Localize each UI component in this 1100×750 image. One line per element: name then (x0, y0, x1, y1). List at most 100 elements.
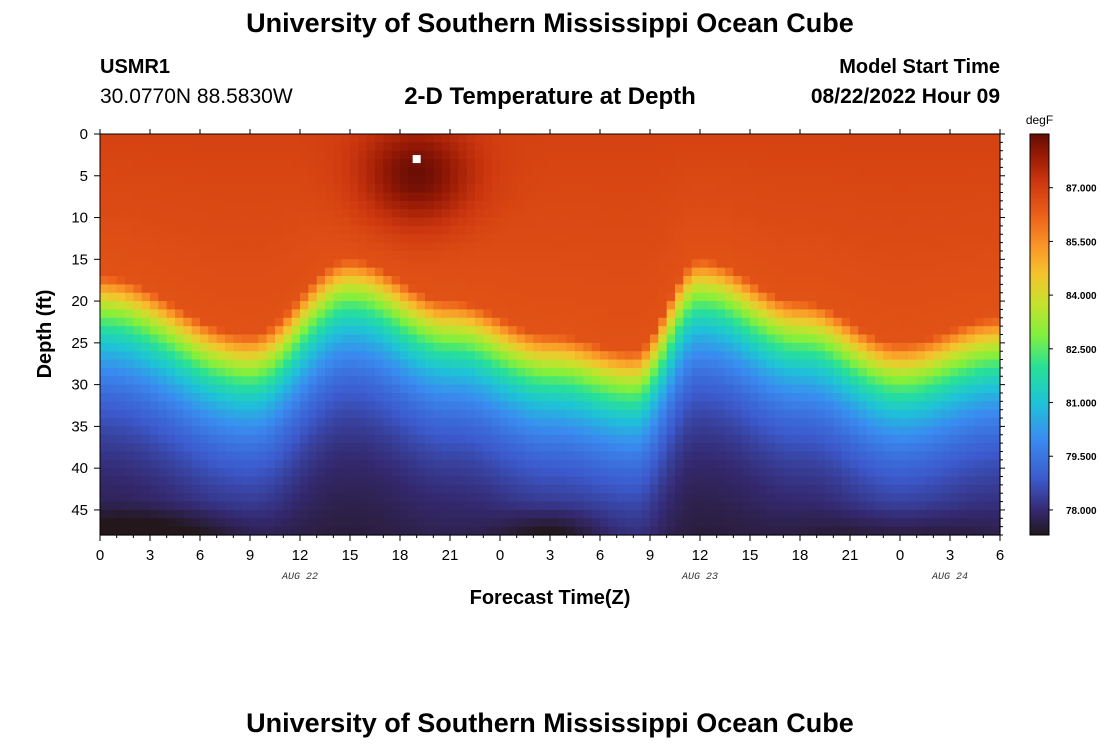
heatmap-cell (733, 184, 743, 194)
heatmap-cell (500, 242, 509, 252)
heatmap-cell (808, 459, 818, 469)
heatmap-cell (158, 284, 168, 294)
heatmap-cell (766, 376, 776, 386)
heatmap-cell (316, 150, 326, 160)
heatmap-cell (316, 167, 326, 177)
heatmap-cell (925, 476, 934, 486)
heatmap-cell (300, 301, 309, 311)
heatmap-cell (516, 267, 526, 277)
heatmap-cell (850, 200, 859, 210)
heatmap-cell (866, 317, 876, 327)
heatmap-cell (608, 250, 618, 260)
heatmap-cell (375, 342, 384, 352)
heatmap-cell (458, 217, 468, 227)
heatmap-cell (325, 518, 334, 528)
heatmap-cell (191, 468, 201, 478)
heatmap-cell (700, 134, 709, 143)
heatmap-cell (650, 301, 659, 311)
heatmap-cell (416, 326, 426, 336)
heatmap-cell (900, 134, 909, 143)
heatmap-cell (958, 459, 968, 469)
heatmap-cell (616, 426, 626, 436)
heatmap-cell (358, 292, 368, 302)
heatmap-cell (825, 376, 834, 386)
heatmap-cell (333, 359, 343, 369)
heatmap-cell (516, 167, 526, 177)
heatmap-cell (608, 150, 618, 160)
heatmap-cell (158, 518, 168, 528)
heatmap-cell (325, 134, 334, 143)
heatmap-cell (741, 334, 751, 344)
heatmap-cell (658, 384, 668, 394)
heatmap-cell (266, 142, 276, 152)
heatmap-cell (316, 509, 326, 519)
heatmap-cell (741, 509, 751, 519)
heatmap-cell (108, 209, 118, 219)
heatmap-cell (641, 351, 651, 361)
heatmap-cell (891, 392, 901, 402)
heatmap-cell (141, 192, 151, 202)
heatmap-cell (300, 276, 309, 285)
heatmap-cell (858, 200, 868, 210)
heatmap-cell (900, 250, 909, 260)
heatmap-cell (925, 451, 934, 461)
heatmap-cell (891, 384, 901, 394)
heatmap-cell (775, 409, 784, 419)
heatmap-cell (675, 484, 684, 494)
heatmap-cell (358, 459, 368, 469)
heatmap-cell (591, 367, 601, 377)
heatmap-cell (158, 468, 168, 478)
heatmap-cell (108, 401, 118, 411)
heatmap-cell (425, 518, 434, 528)
heatmap-cell (341, 284, 351, 294)
heatmap-cell (308, 409, 318, 419)
heatmap-cell (408, 184, 418, 194)
heatmap-cell (566, 250, 576, 260)
heatmap-cell (425, 367, 434, 377)
heatmap-cell (466, 267, 476, 277)
heatmap-cell (650, 200, 659, 210)
heatmap-cell (483, 259, 493, 269)
heatmap-cell (641, 459, 651, 469)
heatmap-cell (141, 468, 151, 478)
heatmap-cell (933, 401, 943, 411)
heatmap-cell (125, 376, 134, 386)
heatmap-cell (350, 384, 359, 394)
heatmap-cell (150, 518, 159, 528)
heatmap-cell (666, 242, 676, 252)
heatmap-cell (283, 451, 293, 461)
heatmap-cell (716, 301, 726, 311)
heatmap-cell (366, 284, 376, 294)
heatmap-cell (150, 484, 159, 494)
heatmap-cell (291, 351, 301, 361)
heatmap-cell (583, 150, 593, 160)
heatmap-cell (375, 401, 384, 411)
heatmap-cell (116, 501, 126, 511)
heatmap-cell (958, 134, 968, 143)
heatmap-cell (383, 392, 393, 402)
heatmap-cell (250, 468, 259, 478)
heatmap-cell (850, 167, 859, 177)
heatmap-cell (283, 392, 293, 402)
heatmap-cell (450, 351, 459, 361)
heatmap-cell (891, 367, 901, 377)
heatmap-cell (525, 309, 534, 319)
heatmap-cell (458, 459, 468, 469)
heatmap-cell (766, 518, 776, 528)
heatmap-cell (491, 142, 501, 152)
heatmap-cell (100, 518, 109, 528)
heatmap-cell (675, 276, 684, 285)
heatmap-cell (458, 426, 468, 436)
heatmap-cell (366, 443, 376, 453)
heatmap-cell (658, 326, 668, 336)
heatmap-cell (258, 401, 268, 411)
heatmap-cell (716, 276, 726, 285)
heatmap-cell (583, 267, 593, 277)
heatmap-cell (700, 234, 709, 244)
heatmap-cell (875, 200, 884, 210)
heatmap-cell (708, 376, 718, 386)
heatmap-cell (491, 409, 501, 419)
heatmap-cell (150, 242, 159, 252)
heatmap-cell (375, 434, 384, 444)
heatmap-cell (366, 367, 376, 377)
